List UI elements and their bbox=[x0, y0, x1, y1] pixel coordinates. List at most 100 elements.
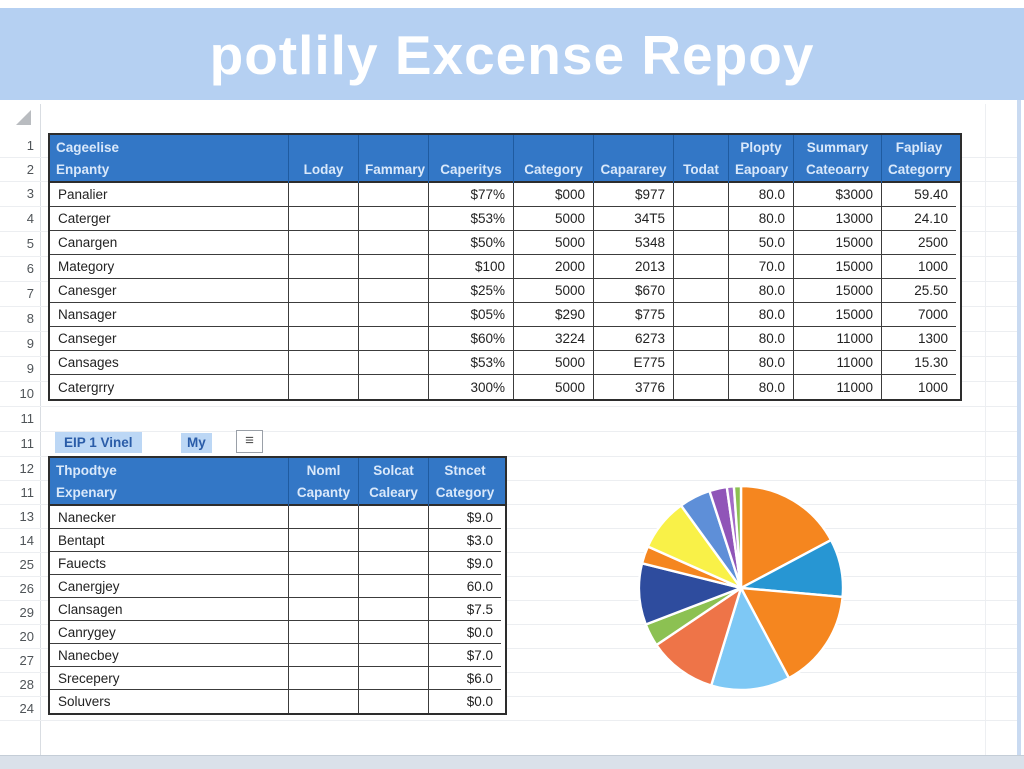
cell[interactable]: 1000 bbox=[917, 379, 948, 395]
cell[interactable] bbox=[674, 351, 729, 375]
select-all-icon[interactable] bbox=[16, 110, 31, 125]
cell[interactable] bbox=[359, 690, 429, 713]
cell[interactable]: 5000 bbox=[514, 231, 594, 255]
row-header[interactable]: 6 bbox=[26, 261, 34, 276]
cell[interactable]: 5000 bbox=[514, 279, 594, 303]
row-header[interactable]: 27 bbox=[19, 652, 34, 668]
cell[interactable]: 300% bbox=[429, 375, 514, 399]
cell[interactable]: Clansagen bbox=[50, 598, 289, 621]
cell[interactable]: $60% bbox=[429, 327, 514, 351]
cell[interactable] bbox=[359, 255, 429, 279]
menu-button[interactable]: ≡ bbox=[236, 430, 263, 453]
cell[interactable]: 5000 bbox=[514, 375, 594, 399]
row-header[interactable]: 26 bbox=[19, 580, 34, 596]
cell[interactable]: $50% bbox=[429, 231, 514, 255]
cell[interactable]: 15000 bbox=[794, 303, 882, 327]
cell[interactable] bbox=[289, 207, 359, 231]
cell[interactable] bbox=[289, 575, 359, 598]
cell[interactable]: 80.0 bbox=[729, 207, 794, 231]
cell[interactable]: 15.30 bbox=[882, 351, 956, 375]
cell[interactable] bbox=[674, 279, 729, 303]
row-header[interactable]: 1 bbox=[26, 137, 34, 153]
cell[interactable]: Soluvers bbox=[50, 690, 289, 713]
row-header[interactable]: 14 bbox=[19, 532, 34, 548]
cell[interactable]: $3000 bbox=[794, 183, 882, 207]
cell[interactable]: Nansager bbox=[50, 303, 289, 327]
cell[interactable]: Canergjey bbox=[50, 575, 289, 598]
row-header[interactable]: 9 bbox=[26, 336, 34, 351]
cell[interactable] bbox=[674, 303, 729, 327]
cell[interactable]: $9.0 bbox=[429, 552, 501, 575]
row-header[interactable]: 10 bbox=[19, 386, 34, 401]
cell[interactable]: $0.0 bbox=[466, 694, 493, 709]
cell[interactable]: 50.0 bbox=[729, 231, 794, 255]
cell[interactable] bbox=[674, 231, 729, 255]
cell[interactable] bbox=[289, 327, 359, 351]
cell[interactable] bbox=[359, 231, 429, 255]
cell[interactable]: 2013 bbox=[594, 255, 674, 279]
cell[interactable] bbox=[359, 183, 429, 207]
row-header[interactable]: 5 bbox=[26, 236, 34, 251]
cell[interactable]: Canseger bbox=[50, 327, 289, 351]
row-header[interactable]: 3 bbox=[26, 186, 34, 201]
cell[interactable]: 80.0 bbox=[729, 183, 794, 207]
cell[interactable] bbox=[359, 621, 429, 644]
cell[interactable]: Cansages bbox=[50, 351, 289, 375]
cell[interactable]: Catergrry bbox=[50, 375, 289, 399]
cell[interactable]: 5348 bbox=[594, 231, 674, 255]
cell[interactable]: Srecepery bbox=[50, 667, 289, 690]
row-header[interactable]: 12 bbox=[19, 460, 34, 476]
row-header[interactable]: 25 bbox=[19, 556, 34, 572]
cell[interactable] bbox=[674, 375, 729, 399]
cell[interactable] bbox=[359, 575, 429, 598]
cell[interactable] bbox=[359, 303, 429, 327]
cell[interactable]: 34T5 bbox=[594, 207, 674, 231]
cell[interactable]: 2500 bbox=[882, 231, 956, 255]
cell[interactable]: $25% bbox=[429, 279, 514, 303]
cell[interactable]: 70.0 bbox=[729, 255, 794, 279]
cell[interactable] bbox=[289, 667, 359, 690]
cell[interactable]: $53% bbox=[429, 207, 514, 231]
cell[interactable]: 80.0 bbox=[729, 351, 794, 375]
cell[interactable]: $3.0 bbox=[429, 529, 501, 552]
cell[interactable]: 59.40 bbox=[882, 183, 956, 207]
row-header[interactable]: 8 bbox=[26, 311, 34, 326]
cell[interactable]: Mategory bbox=[50, 255, 289, 279]
cell[interactable]: 15000 bbox=[794, 279, 882, 303]
cell[interactable]: $05% bbox=[429, 303, 514, 327]
row-header[interactable]: 24 bbox=[19, 700, 34, 716]
cell[interactable]: 15000 bbox=[794, 231, 882, 255]
cell[interactable]: Fauects bbox=[50, 552, 289, 575]
cell[interactable]: Canrygey bbox=[50, 621, 289, 644]
active-cell-reference[interactable]: EIP 1 Vinel bbox=[55, 432, 142, 453]
cell[interactable]: Nanecbey bbox=[50, 644, 289, 667]
cell[interactable] bbox=[359, 552, 429, 575]
cell[interactable] bbox=[674, 207, 729, 231]
cell[interactable]: $290 bbox=[514, 303, 594, 327]
cell[interactable] bbox=[359, 644, 429, 667]
cell[interactable]: $9.0 bbox=[429, 506, 501, 529]
cell[interactable]: 60.0 bbox=[429, 575, 501, 598]
row-header[interactable]: 28 bbox=[19, 676, 34, 692]
cell[interactable]: 5000 bbox=[514, 207, 594, 231]
cell[interactable]: 11000 bbox=[794, 327, 882, 351]
cell[interactable]: Canesger bbox=[50, 279, 289, 303]
cell[interactable]: 80.0 bbox=[729, 375, 794, 399]
cell[interactable]: $6.0 bbox=[429, 667, 501, 690]
cell[interactable] bbox=[359, 506, 429, 529]
cell[interactable] bbox=[289, 690, 359, 713]
row-header[interactable]: 13 bbox=[19, 508, 34, 524]
chip-my[interactable]: My bbox=[181, 433, 212, 453]
cell[interactable]: E775 bbox=[594, 351, 674, 375]
cell[interactable] bbox=[359, 207, 429, 231]
cell[interactable]: $775 bbox=[594, 303, 674, 327]
cell[interactable]: $7.0 bbox=[429, 644, 501, 667]
cell[interactable]: Nanecker bbox=[50, 506, 289, 529]
cell[interactable]: 25.50 bbox=[882, 279, 956, 303]
cell[interactable]: $670 bbox=[594, 279, 674, 303]
cell[interactable] bbox=[289, 279, 359, 303]
row-header[interactable]: 9 bbox=[26, 361, 34, 376]
cell[interactable] bbox=[359, 351, 429, 375]
cell[interactable]: 80.0 bbox=[729, 279, 794, 303]
cell[interactable] bbox=[674, 183, 729, 207]
